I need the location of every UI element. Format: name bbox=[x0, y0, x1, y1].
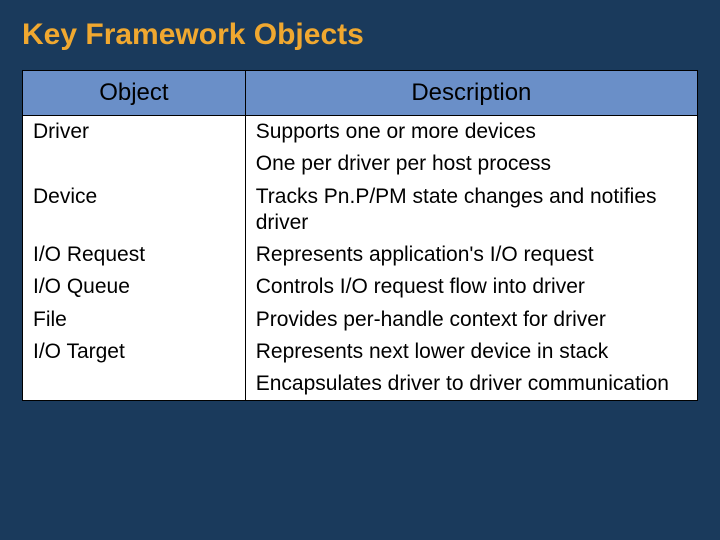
slide-title: Key Framework Objects bbox=[22, 18, 698, 52]
table-header-row: Object Description bbox=[23, 71, 698, 116]
table-row: Encapsulates driver to driver communicat… bbox=[23, 368, 698, 401]
cell-object bbox=[23, 148, 246, 180]
cell-description: Provides per-handle context for driver bbox=[245, 304, 697, 336]
table-row: I/O Queue Controls I/O request flow into… bbox=[23, 271, 698, 303]
cell-object: I/O Queue bbox=[23, 271, 246, 303]
cell-description: Tracks Pn.P/PM state changes and notifie… bbox=[245, 181, 697, 240]
cell-description: Controls I/O request flow into driver bbox=[245, 271, 697, 303]
cell-object: I/O Request bbox=[23, 239, 246, 271]
cell-description: Encapsulates driver to driver communicat… bbox=[245, 368, 697, 401]
table-row: Driver Supports one or more devices bbox=[23, 116, 698, 149]
cell-description: One per driver per host process bbox=[245, 148, 697, 180]
cell-object: I/O Target bbox=[23, 336, 246, 368]
table-row: One per driver per host process bbox=[23, 148, 698, 180]
column-header-description: Description bbox=[245, 71, 697, 116]
table-row: Device Tracks Pn.P/PM state changes and … bbox=[23, 181, 698, 240]
cell-description: Represents application's I/O request bbox=[245, 239, 697, 271]
cell-description: Supports one or more devices bbox=[245, 116, 697, 149]
table-row: File Provides per-handle context for dri… bbox=[23, 304, 698, 336]
cell-object: Device bbox=[23, 181, 246, 240]
framework-objects-table: Object Description Driver Supports one o… bbox=[22, 70, 698, 401]
table-row: I/O Target Represents next lower device … bbox=[23, 336, 698, 368]
cell-description: Represents next lower device in stack bbox=[245, 336, 697, 368]
cell-object bbox=[23, 368, 246, 401]
table-row: I/O Request Represents application's I/O… bbox=[23, 239, 698, 271]
cell-object: Driver bbox=[23, 116, 246, 149]
column-header-object: Object bbox=[23, 71, 246, 116]
cell-object: File bbox=[23, 304, 246, 336]
